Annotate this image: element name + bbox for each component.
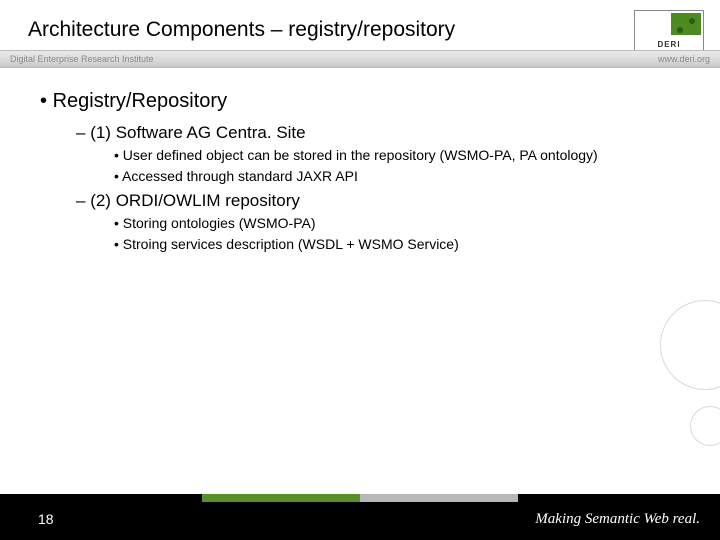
- footer: 18 Making Semantic Web real.: [0, 494, 720, 540]
- stripe-seg: [360, 494, 518, 502]
- logo-dot-icon: [689, 18, 695, 24]
- section-heading: (2) ORDI/OWLIM repository: [76, 191, 690, 211]
- tagline-prefix: Making Semantic Web: [535, 511, 672, 527]
- stripe-seg: [518, 494, 720, 502]
- logo-text: DERI: [635, 40, 703, 49]
- title-area: Architecture Components – registry/repos…: [0, 0, 720, 50]
- bullet-item: Stroing services description (WSDL + WSM…: [114, 236, 690, 254]
- footer-stripe: [0, 494, 720, 502]
- header-bar: Digital Enterprise Research Institute ww…: [0, 50, 720, 68]
- stripe-seg: [202, 494, 360, 502]
- slide-title: Architecture Components – registry/repos…: [28, 18, 692, 42]
- institute-name: Digital Enterprise Research Institute: [10, 54, 154, 64]
- page-number: 18: [38, 511, 54, 527]
- logo-green-box: [671, 13, 701, 35]
- main-heading: Registry/Repository: [40, 90, 690, 113]
- stripe-seg: [0, 494, 202, 502]
- circle-icon: [660, 300, 720, 390]
- website-url: www.deri.org: [658, 54, 710, 64]
- tagline: Making Semantic Web real.: [535, 511, 700, 528]
- content-area: Registry/Repository (1) Software AG Cent…: [0, 68, 720, 253]
- bullet-item: Storing ontologies (WSMO-PA): [114, 215, 690, 233]
- section-heading: (1) Software AG Centra. Site: [76, 123, 690, 143]
- bullet-item: User defined object can be stored in the…: [114, 147, 690, 165]
- logo-dot-icon: [677, 27, 683, 33]
- deri-logo: DERI: [634, 10, 704, 52]
- tagline-em: real.: [673, 511, 700, 527]
- bullet-item: Accessed through standard JAXR API: [114, 168, 690, 186]
- slide: Architecture Components – registry/repos…: [0, 0, 720, 540]
- circle-icon: [690, 406, 720, 446]
- footer-main: 18 Making Semantic Web real.: [0, 502, 720, 540]
